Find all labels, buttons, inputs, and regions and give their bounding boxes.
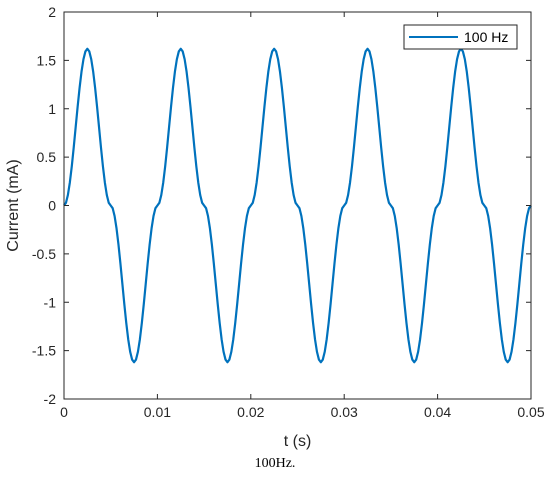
legend-label-100hz: 100 Hz xyxy=(464,29,508,45)
y-axis-label: Current (mA) xyxy=(5,159,22,251)
y-tick-label: -0.5 xyxy=(32,246,56,262)
legend: 100 Hz xyxy=(403,24,518,50)
x-axis-label: t (s) xyxy=(284,433,312,450)
y-tick-label: 2 xyxy=(48,4,56,20)
y-tick-label: -1.5 xyxy=(32,343,56,359)
y-tick-label: 0 xyxy=(48,198,56,214)
axes: 0 0.01 0.02 0.03 0.04 0.05 -2 -1.5 -1 -0.5 0 0.5 1 1.… xyxy=(32,4,545,420)
x-tick-label: 0.03 xyxy=(331,404,358,420)
y-tick-label: 1 xyxy=(48,101,56,117)
y-tick-label: 0.5 xyxy=(37,149,57,165)
x-tick-label: 0 xyxy=(60,404,68,420)
y-tick-label: -1 xyxy=(44,294,57,310)
series-line-0 xyxy=(63,47,532,364)
plot-area xyxy=(63,47,532,364)
figure-caption: 100Hz. xyxy=(254,456,296,471)
x-tick-label: 0.02 xyxy=(237,404,264,420)
y-tick-label: -2 xyxy=(44,391,57,407)
y-tick-label: 1.5 xyxy=(37,52,57,68)
x-tick-label: 0.05 xyxy=(517,404,544,420)
x-tick-label: 0.01 xyxy=(144,404,171,420)
x-tick-label: 0.04 xyxy=(424,404,451,420)
